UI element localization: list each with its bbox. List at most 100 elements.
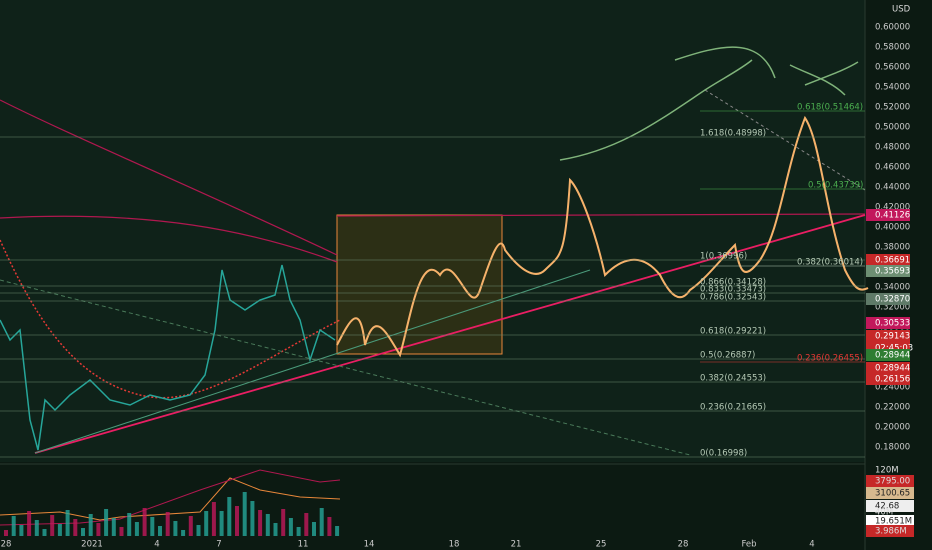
price-badge-text: 02:45:03	[875, 344, 913, 354]
time-label: 18	[449, 540, 460, 550]
fib-label: 0.382(0.24553)	[700, 374, 766, 384]
volume-bar	[81, 528, 85, 536]
price-label: 0.22000	[875, 403, 910, 413]
volume-bar	[50, 515, 55, 536]
price-label: 0.58000	[875, 43, 910, 53]
fib-label: 0.866(0.34128)	[700, 278, 766, 288]
ma-red	[0, 99, 338, 256]
sketch	[559, 46, 859, 161]
volume-badge-text: 120M	[875, 466, 899, 476]
price-badge-text: 0.26156	[875, 375, 910, 385]
volume-badge-text: 42.68	[875, 502, 899, 512]
price-badge	[866, 373, 910, 385]
volume-bar	[57, 524, 62, 536]
volume-bar	[134, 522, 139, 536]
volume-bar	[281, 509, 286, 536]
volume-badge	[866, 515, 914, 527]
volume-bar	[42, 529, 47, 536]
price-label: 0.54000	[875, 83, 910, 93]
projection	[336, 115, 869, 358]
volume-bar	[27, 511, 32, 536]
volume-badge-text: 40M	[875, 508, 893, 518]
volume-bar	[227, 497, 232, 536]
volume-bar	[211, 502, 216, 536]
ma-200	[0, 215, 338, 263]
time-label: 25	[596, 540, 607, 550]
indicator-line-2	[0, 469, 341, 526]
price-label: 0.60000	[875, 23, 910, 33]
time-label: 4	[154, 540, 159, 550]
price-badge-text: 0.29143	[875, 332, 910, 342]
fib-label: 0.5(0.26887)	[700, 351, 755, 361]
volume-bar	[173, 521, 178, 536]
volume-bar	[335, 526, 340, 536]
time-label: 28	[678, 540, 689, 550]
price-label: 0.50000	[875, 123, 910, 133]
volume-bar	[181, 530, 186, 536]
volume-bar	[34, 520, 39, 536]
volume-badge	[866, 475, 914, 487]
volume-bar	[258, 510, 263, 536]
price-badge	[866, 209, 910, 221]
volume-bar	[196, 525, 201, 536]
ma-dotted	[0, 239, 341, 399]
price-badge-text: 0.30533	[875, 319, 910, 329]
time-label: 2021	[81, 540, 103, 550]
volume-badge-text: 3100.65	[875, 489, 910, 499]
volume-badge-text: 19.651M	[875, 517, 912, 527]
price-badge	[866, 265, 910, 277]
price-label: 0.32000	[875, 303, 910, 313]
price-badge-text: 0.28944	[875, 351, 910, 361]
price-badge	[866, 317, 910, 329]
fib-label: 0.236(0.21665)	[700, 403, 766, 413]
trendline-2	[34, 269, 591, 454]
price-badge	[866, 254, 910, 266]
volume-bar	[158, 526, 162, 536]
volume-badge	[866, 525, 914, 537]
volume-bar	[19, 525, 24, 536]
volume-bar	[150, 517, 155, 536]
currency: USD	[892, 5, 911, 15]
price-label: 0.46000	[875, 163, 910, 173]
volume-bar	[242, 492, 247, 536]
volume-bar	[11, 516, 16, 536]
volume-bar	[111, 518, 116, 536]
price-badge	[866, 293, 910, 305]
volume-bar	[296, 527, 301, 536]
price-badge-text: 0.41126	[875, 211, 910, 221]
fib-label: 0.5(0.43739)	[808, 181, 863, 191]
price-badge-text: 0.32870	[875, 295, 910, 305]
volume-bar	[288, 518, 293, 536]
volume-bar	[127, 513, 132, 536]
price-badge-text: 0.36691	[875, 256, 910, 266]
fib-label: 0.382(0.36014)	[797, 258, 863, 268]
fib-label: 0.236(0.26455)	[797, 354, 863, 364]
volume-bar	[88, 514, 93, 536]
fib-label: 1.618(0.48998)	[700, 129, 766, 139]
time-label: 21	[511, 540, 522, 550]
ma-level	[336, 213, 866, 217]
volume-bar	[273, 523, 278, 536]
time-label: 28	[1, 540, 12, 550]
price-badge-text: 0.28944	[875, 364, 910, 374]
volume-bar	[235, 506, 239, 536]
price-label: 0.42000	[875, 203, 910, 213]
volume-bar	[73, 519, 78, 536]
fib-label: 0.786(0.32543)	[700, 293, 766, 303]
price-label: 0.44000	[875, 183, 910, 193]
time-label: 11	[298, 540, 309, 550]
volume-bar	[119, 527, 124, 536]
fib-label: 0.618(0.51464)	[797, 103, 863, 113]
volume-badge-text: 3.986M	[875, 527, 907, 537]
indicator-line	[0, 477, 341, 521]
volume-bar	[165, 512, 170, 536]
price-badge-text: 0.35693	[875, 267, 910, 277]
volume-bar	[327, 517, 332, 536]
price-path	[0, 264, 336, 451]
volume-badge	[866, 500, 914, 512]
price-badge	[866, 349, 910, 361]
price-label: 0.40000	[875, 223, 910, 233]
volume-bar	[104, 509, 109, 536]
price-badge	[866, 362, 910, 374]
